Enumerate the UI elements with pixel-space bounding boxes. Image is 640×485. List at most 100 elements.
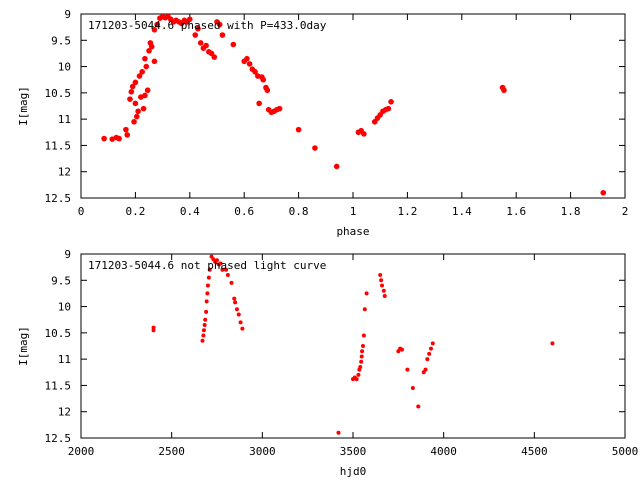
- phased-data-point: [131, 118, 137, 125]
- unphased-x-tick-label: 2000: [68, 445, 95, 458]
- phased-data-point: [361, 131, 367, 137]
- phased-data-point: [219, 32, 226, 38]
- phased-y-tick-label: 11.5: [45, 139, 72, 152]
- unphased-data-point: [240, 326, 245, 331]
- phased-y-tick-label: 12.5: [45, 192, 72, 205]
- unphased-x-tick-label: 3000: [249, 445, 276, 458]
- unphased-x-tick-label: 4000: [430, 445, 457, 458]
- phased-data-point: [501, 87, 507, 94]
- unphased-data-point: [381, 288, 386, 293]
- unphased-y-tick-label: 10: [58, 301, 71, 314]
- unphased-y-tick-label: 10.5: [45, 327, 72, 340]
- phased-data-point: [192, 32, 199, 38]
- unphased-y-tick-label: 9.5: [51, 274, 71, 287]
- phased-y-tick-label: 9.5: [51, 34, 71, 47]
- phased-data-point: [116, 135, 122, 142]
- phased-data-point: [146, 48, 152, 54]
- phased-data-point: [385, 105, 392, 112]
- phased-data-point: [132, 79, 139, 86]
- unphased-data-point: [362, 307, 367, 312]
- unphased-data-point: [356, 372, 361, 377]
- phased-y-axis-label: I[mag]: [17, 86, 30, 126]
- unphased-y-axis-label: I[mag]: [17, 326, 30, 366]
- unphased-data-point: [218, 261, 223, 266]
- phased-x-tick-label: 1: [350, 205, 357, 218]
- unphased-data-point: [382, 294, 387, 299]
- unphased-data-point: [361, 333, 366, 338]
- unphased-data-point: [234, 307, 239, 312]
- unphased-data-point: [202, 322, 207, 327]
- unphased-data-point: [427, 351, 432, 356]
- phased-data-point: [195, 25, 201, 32]
- phased-data-point: [276, 105, 283, 112]
- phased-x-tick-label: 1.8: [561, 205, 581, 218]
- unphased-data-point: [236, 312, 241, 317]
- unphased-y-tick-label: 12.5: [45, 432, 72, 445]
- unphased-data-point: [229, 280, 234, 285]
- phased-data-point: [244, 55, 250, 62]
- phased-y-tick-label: 9: [64, 8, 71, 21]
- unphased-y-tick-label: 11.5: [45, 379, 72, 392]
- unphased-chart-title: 171203-5044.6 not phased light curve: [88, 259, 326, 272]
- unphased-data-point: [224, 267, 229, 272]
- unphased-data-point: [379, 278, 384, 283]
- phased-data-point: [216, 21, 223, 28]
- unphased-plot-frame: [80, 253, 626, 439]
- unphased-data-point: [550, 341, 555, 346]
- phased-x-tick-label: 0.8: [289, 205, 309, 218]
- unphased-data-point: [405, 367, 410, 372]
- phased-data-point: [101, 135, 107, 142]
- phased-data-point: [123, 126, 129, 133]
- phased-data-point: [388, 98, 394, 105]
- phased-data-point: [124, 132, 131, 138]
- unphased-data-point: [238, 320, 243, 325]
- phased-x-tick-label: 1.6: [506, 205, 526, 218]
- phased-data-point: [312, 145, 318, 151]
- unphased-x-axis-label: hjd0: [340, 465, 367, 478]
- unphased-data-point: [358, 365, 363, 370]
- unphased-y-tick-label: 11: [58, 353, 71, 366]
- phased-data-point: [197, 40, 204, 46]
- unphased-data-point: [232, 296, 237, 301]
- phased-data-point: [136, 73, 143, 79]
- phased-data-point: [133, 113, 140, 120]
- unphased-data-point: [360, 344, 365, 348]
- unphased-data-point: [359, 354, 364, 359]
- unphased-data-point: [233, 300, 238, 305]
- unphased-data-point: [207, 267, 212, 272]
- phased-data-point: [295, 126, 302, 133]
- phased-x-tick-label: 1.4: [452, 205, 472, 218]
- phased-y-tick-label: 10.5: [45, 87, 72, 100]
- phased-data-point: [151, 26, 158, 33]
- phased-data-point: [129, 83, 136, 90]
- unphased-data-point: [416, 404, 421, 409]
- phased-data-point: [135, 108, 141, 115]
- unphased-data-point: [364, 291, 369, 296]
- unphased-data-point: [205, 291, 210, 296]
- phased-light-curve-chart: 0 0.2 0.4 0.6 0.8 1 1.2 1.4 1.6 1.8 2 9 9.5 10 10.5 11 1…: [17, 8, 628, 238]
- phased-y-tick-label: 10: [58, 61, 71, 74]
- unphased-data-point: [203, 317, 208, 322]
- phased-x-tick-label: 0: [78, 205, 85, 218]
- phased-y-tick-label: 11: [58, 113, 71, 126]
- phased-data-point: [148, 43, 155, 50]
- phased-data-point: [154, 21, 160, 28]
- unphased-y-tick-label: 9: [64, 248, 71, 261]
- unphased-data-point: [201, 328, 206, 333]
- unphased-data-point: [220, 267, 225, 272]
- phased-data-point: [143, 63, 150, 70]
- unphased-data-point: [425, 357, 430, 362]
- phased-data-point: [139, 69, 145, 75]
- phased-data-point: [264, 87, 271, 94]
- phased-data-point: [600, 189, 607, 196]
- unphased-data-point: [151, 328, 156, 333]
- unphased-data-point: [200, 338, 205, 343]
- phased-data-point: [333, 163, 340, 170]
- unphased-data-point: [201, 333, 206, 338]
- unphased-data-point: [336, 430, 341, 435]
- phased-chart-title: 171203-5044.6 phased with P=433.0day: [88, 19, 327, 32]
- phased-x-axis-label: phase: [336, 225, 369, 238]
- unphased-data-point: [354, 377, 359, 382]
- phased-data-point: [127, 96, 133, 102]
- phased-data-point: [140, 105, 147, 112]
